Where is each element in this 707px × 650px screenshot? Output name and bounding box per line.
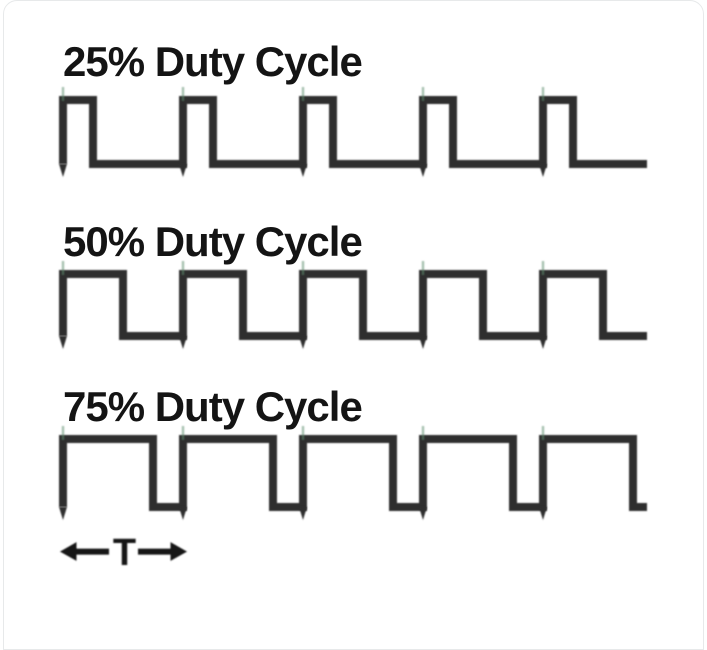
svg-text:T: T [113,532,136,574]
